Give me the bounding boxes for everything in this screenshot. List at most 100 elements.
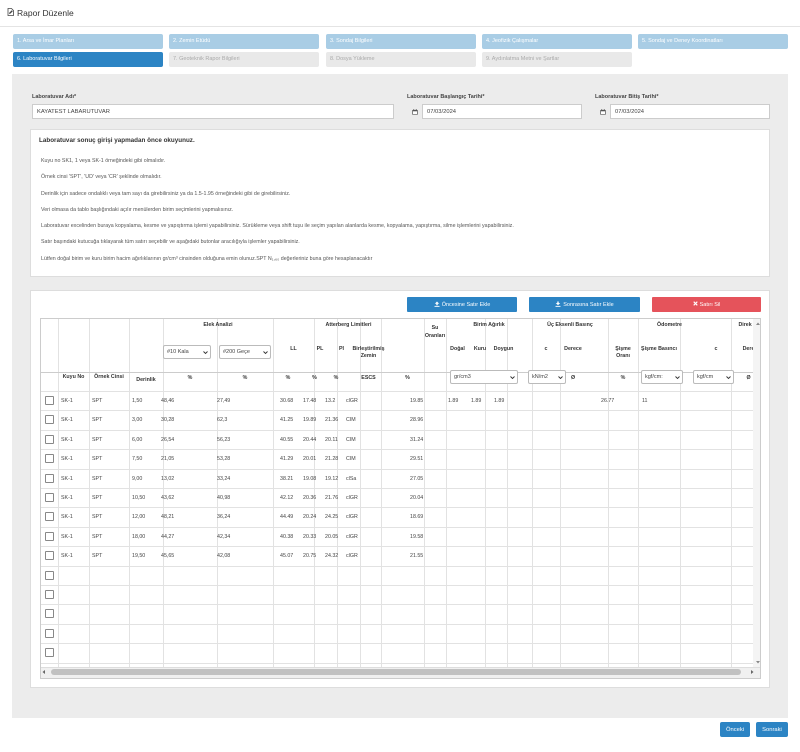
cell-ornek[interactable]: SPT	[92, 495, 103, 501]
row-select-checkbox[interactable]	[45, 570, 54, 580]
cell-zemin[interactable]: CIM	[346, 417, 356, 424]
cell-ll[interactable]: 44.49	[280, 514, 294, 521]
cell-kala[interactable]: 30,28	[161, 417, 175, 424]
cell-pl[interactable]: 20.75	[303, 553, 317, 560]
cell-kuyu[interactable]: SK-1	[61, 495, 73, 501]
cell-kala[interactable]: 21,05	[161, 456, 175, 463]
cell-ll[interactable]: 41.29	[280, 456, 294, 463]
cell-kala[interactable]: 45,65	[161, 553, 175, 560]
cell-ornek[interactable]: SPT	[92, 417, 103, 424]
row-select-checkbox[interactable]	[45, 493, 54, 502]
cell-der[interactable]: 10,50	[132, 495, 146, 501]
cell-zemin[interactable]: clGR	[346, 398, 358, 404]
cell-su[interactable]: 21.55	[410, 553, 424, 560]
cell-der[interactable]: 18,00	[132, 533, 146, 540]
cell-pi[interactable]: 21.28	[325, 456, 339, 463]
row-select-checkbox[interactable]	[45, 473, 54, 483]
lab-name-input[interactable]: KAYATEST LABARUTUVAR	[32, 104, 394, 119]
cell-ornek[interactable]: SPT	[92, 475, 103, 482]
row-select-checkbox[interactable]	[45, 648, 54, 658]
cell-su[interactable]: 20.04	[410, 495, 424, 501]
cell-kuru[interactable]: 1.89	[471, 398, 482, 404]
row-select-checkbox[interactable]	[45, 415, 54, 425]
cell-kuyu[interactable]: SK-1	[61, 398, 73, 404]
scroll-up-icon[interactable]	[755, 321, 760, 327]
cell-kala[interactable]: 43,62	[161, 495, 175, 501]
cell-kala[interactable]: 48,21	[161, 514, 175, 521]
cell-pl[interactable]: 19.08	[303, 475, 317, 482]
end-date-input[interactable]: 07/03/2024	[610, 104, 770, 119]
row-select-checkbox[interactable]	[45, 396, 54, 405]
cell-pl[interactable]: 20.44	[303, 436, 317, 443]
cell-der[interactable]: 3,00	[132, 417, 143, 424]
cell-ornek[interactable]: SPT	[92, 553, 103, 560]
vertical-scrollbar[interactable]	[753, 319, 760, 667]
cell-pi[interactable]: 19.12	[325, 475, 339, 482]
cell-ll[interactable]: 45.07	[280, 553, 294, 560]
cell-pi[interactable]: 13.2	[325, 398, 336, 404]
cell-gece[interactable]: 56,23	[217, 436, 231, 443]
cell-dogal[interactable]: 1.89	[448, 398, 459, 404]
scroll-left-icon[interactable]	[41, 669, 48, 676]
cell-pl[interactable]: 20.33	[303, 533, 317, 540]
cell-kuyu[interactable]: SK-1	[61, 475, 73, 482]
cell-pl[interactable]: 20.01	[303, 456, 317, 463]
cell-kuyu[interactable]: SK-1	[61, 456, 73, 463]
cell-der[interactable]: 6,00	[132, 436, 143, 443]
cell-ll[interactable]: 40.55	[280, 436, 294, 443]
cell-kuyu[interactable]: SK-1	[61, 514, 73, 521]
triaxial-unit-select[interactable]: kN/m2	[528, 370, 566, 384]
row-select-checkbox[interactable]	[45, 609, 54, 619]
step-3[interactable]: 3. Sondaj Bilgileri	[326, 34, 476, 49]
row-select-checkbox[interactable]	[45, 434, 54, 444]
cell-pl[interactable]: 20.24	[303, 514, 317, 521]
step-4[interactable]: 4. Jeofizik Çalışmalar	[482, 34, 632, 49]
cell-der[interactable]: 12,00	[132, 514, 146, 521]
cell-pl[interactable]: 20.36	[303, 495, 317, 501]
cell-pl[interactable]: 17.48	[303, 398, 317, 404]
cell-zemin[interactable]: clGR	[346, 495, 358, 501]
cell-der[interactable]: 7,50	[132, 456, 143, 463]
cell-ornek[interactable]: SPT	[92, 398, 103, 404]
cell-kuyu[interactable]: SK-1	[61, 417, 73, 424]
cell-ornek[interactable]: SPT	[92, 514, 103, 521]
cell-zemin[interactable]: clSa	[346, 475, 357, 482]
cell-der[interactable]: 9,00	[132, 475, 143, 482]
step-1[interactable]: 1. Arsa ve İmar Planları	[13, 34, 163, 49]
add-row-before-button[interactable]: Öncesine Satır Ekle	[407, 297, 517, 312]
cell-kala[interactable]: 48,46	[161, 398, 175, 404]
cell-ll[interactable]: 42.12	[280, 495, 294, 501]
cell-ll[interactable]: 40.38	[280, 533, 294, 540]
cell-kuyu[interactable]: SK-1	[61, 553, 73, 560]
unit-weight-select[interactable]: gr/cm3	[450, 370, 518, 384]
cell-pi[interactable]: 24.32	[325, 553, 339, 560]
cell-pi[interactable]: 24.25	[325, 514, 339, 521]
cell-zemin[interactable]: CIM	[346, 456, 356, 463]
cell-kuyu[interactable]: SK-1	[61, 436, 73, 443]
cell-pl[interactable]: 19.89	[303, 417, 317, 424]
cell-gece[interactable]: 36,24	[217, 514, 231, 521]
oedometer-unit-select[interactable]: kgf/cm:	[641, 370, 683, 384]
cell-gece[interactable]: 27,49	[217, 398, 231, 404]
cell-su[interactable]: 31.24	[410, 436, 424, 443]
scrollbar-thumb[interactable]	[51, 669, 741, 675]
step-5[interactable]: 5. Sondaj ve Deney Koordinatları	[638, 34, 788, 49]
cell-pi[interactable]: 20.05	[325, 533, 339, 540]
cell-pi[interactable]: 21.36	[325, 417, 339, 424]
cell-ll[interactable]: 38.21	[280, 475, 294, 482]
cell-pi[interactable]: 21.76	[325, 495, 339, 501]
scroll-down-icon[interactable]	[755, 659, 760, 665]
cell-der[interactable]: 19,50	[132, 553, 146, 560]
next-button[interactable]: Sonraki	[756, 722, 788, 737]
direct-shear-unit-select[interactable]: kgf/cm	[693, 370, 734, 384]
cell-gece[interactable]: 53,28	[217, 456, 231, 463]
cell-kala[interactable]: 26,54	[161, 436, 175, 443]
row-select-checkbox[interactable]	[45, 512, 54, 522]
cell-gece[interactable]: 40,98	[217, 495, 231, 501]
row-select-checkbox[interactable]	[45, 590, 54, 599]
scroll-right-icon[interactable]	[749, 669, 756, 676]
step-2[interactable]: 2. Zemin Etüdü	[169, 34, 319, 49]
sieve-200-select[interactable]: #200 Geçe	[219, 345, 271, 359]
row-select-checkbox[interactable]	[45, 454, 54, 464]
cell-der[interactable]: 1,50	[132, 398, 143, 404]
